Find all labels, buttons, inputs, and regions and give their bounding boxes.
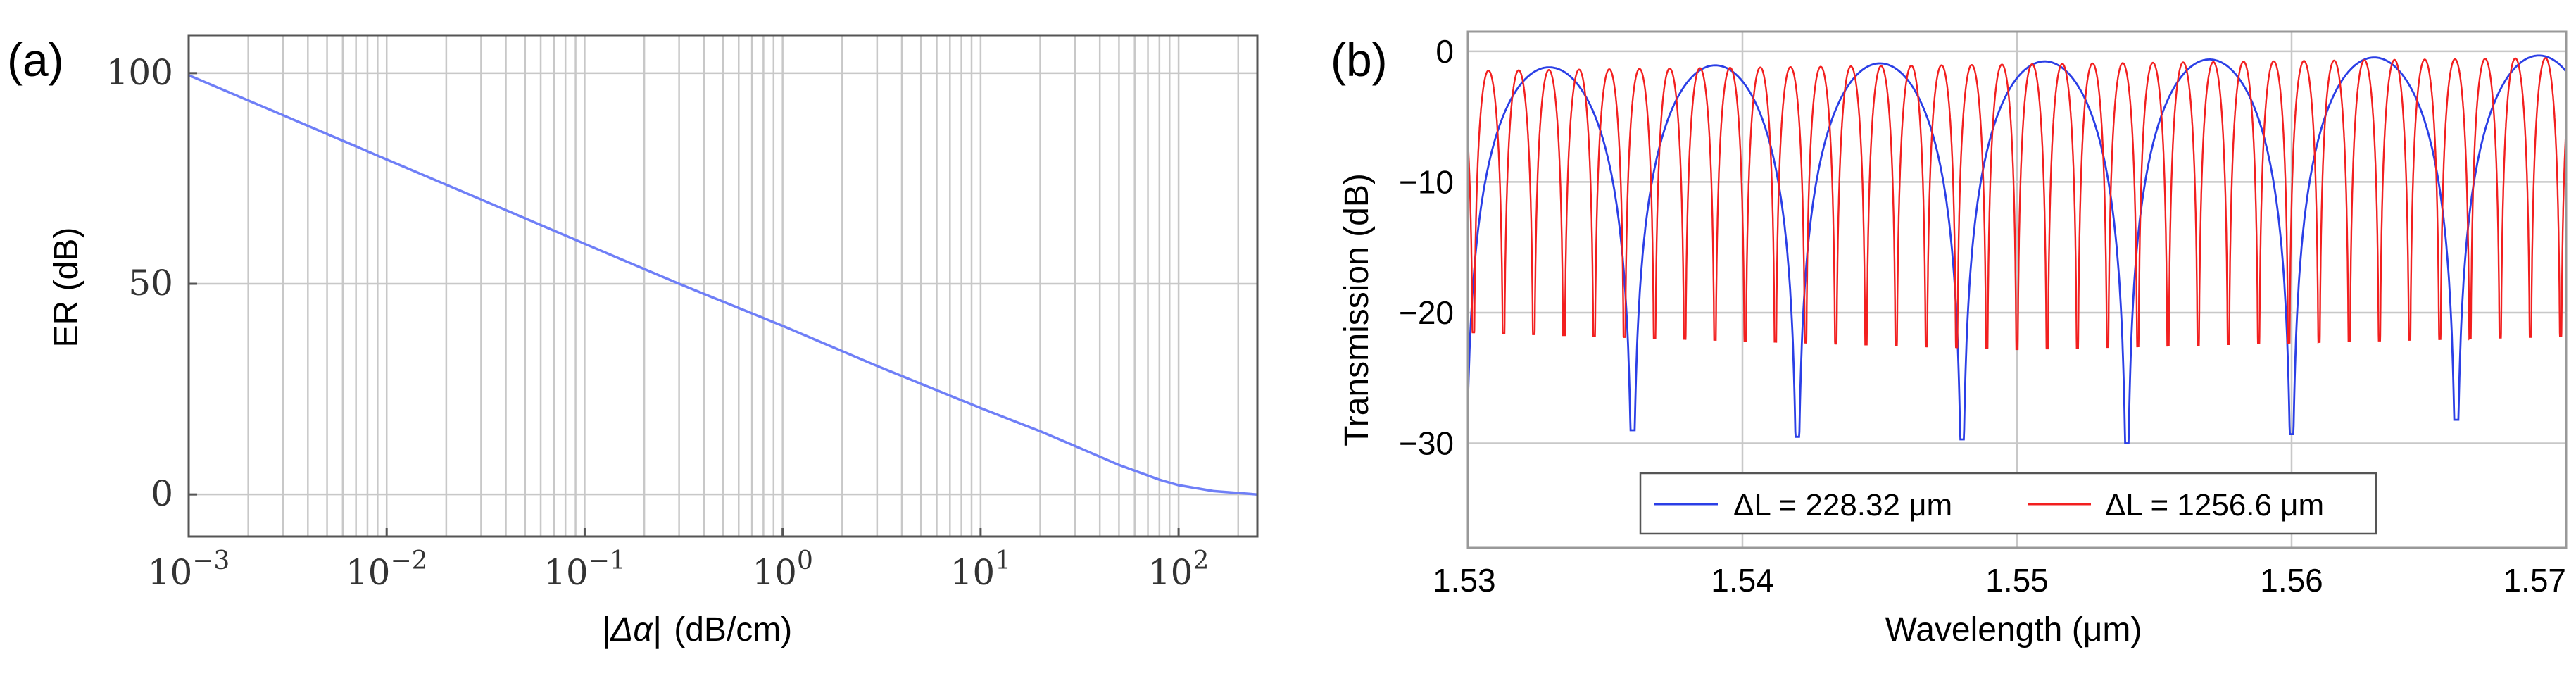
y-tick-label: 0 (1435, 33, 1454, 70)
panel-b-y-axis-label: Transmission (dB) (1338, 173, 1376, 446)
panel-a: (a) 10−3 10−2 10−1 100 101 102 0 50 100 |Δα| (dB… (7, 34, 1259, 649)
y-tick-label: 100 (106, 52, 173, 93)
legend-label-0: ΔL = 228.32 μm (1733, 488, 1952, 522)
x-tick-label: 10−3 (148, 546, 230, 593)
y-tick-label: −30 (1399, 425, 1454, 462)
y-tick-label: −20 (1399, 294, 1454, 331)
panel-a-x-axis-label: |Δα| (dB/cm) (602, 611, 793, 649)
panel-b-label: (b) (1331, 34, 1388, 86)
series-line-er (188, 74, 1258, 496)
panel-b-plot-frame (1466, 30, 2568, 549)
panel-a-x-ticks: 10−3 10−2 10−1 100 101 102 (148, 528, 1210, 593)
x-tick-label: 1.56 (2260, 562, 2323, 599)
x-tick-label: 10−1 (544, 546, 626, 593)
y-tick-label: −10 (1399, 163, 1454, 200)
series-line-1256um (1466, 57, 2568, 351)
panel-a-label: (a) (7, 34, 64, 86)
x-tick-label: 100 (752, 546, 813, 593)
x-tick-label: 10−2 (346, 546, 428, 593)
panel-a-grid (187, 35, 1257, 537)
panel-b-x-ticks: 1.53 1.54 1.55 1.56 1.57 (1433, 562, 2566, 599)
panel-a-x-axis-symbol: |Δα| (602, 611, 662, 649)
x-tick-label: 1.54 (1711, 562, 1774, 599)
panel-b-x-axis-label: Wavelength (μm) (1885, 611, 2142, 649)
panel-b: (b) 1.53 1.54 1.55 1.56 1.57 0 −10 −20 −30 Wave… (1331, 30, 2568, 649)
x-tick-label: 1.57 (2503, 562, 2566, 599)
panel-a-series (188, 74, 1258, 496)
panel-a-y-axis-label: ER (dB) (48, 227, 85, 348)
legend-label-1: ΔL = 1256.6 μm (2105, 488, 2324, 522)
panel-a-plot-frame (187, 34, 1259, 538)
x-tick-label: 102 (1148, 546, 1210, 593)
x-tick-label: 1.53 (1433, 562, 1496, 599)
panel-b-y-ticks: 0 −10 −20 −30 (1399, 33, 1454, 462)
x-tick-label: 101 (950, 546, 1012, 593)
y-tick-label: 0 (151, 473, 173, 514)
panel-b-series (1466, 54, 2568, 444)
panel-a-y-ticks: 0 50 100 (106, 52, 197, 514)
legend-box (1639, 472, 2377, 535)
y-tick-label: 50 (128, 263, 173, 303)
x-tick-label: 1.55 (1985, 562, 2049, 599)
panel-a-x-axis-unit: (dB/cm) (674, 611, 792, 649)
panel-b-legend: ΔL = 228.32 μm ΔL = 1256.6 μm (1639, 472, 2377, 535)
